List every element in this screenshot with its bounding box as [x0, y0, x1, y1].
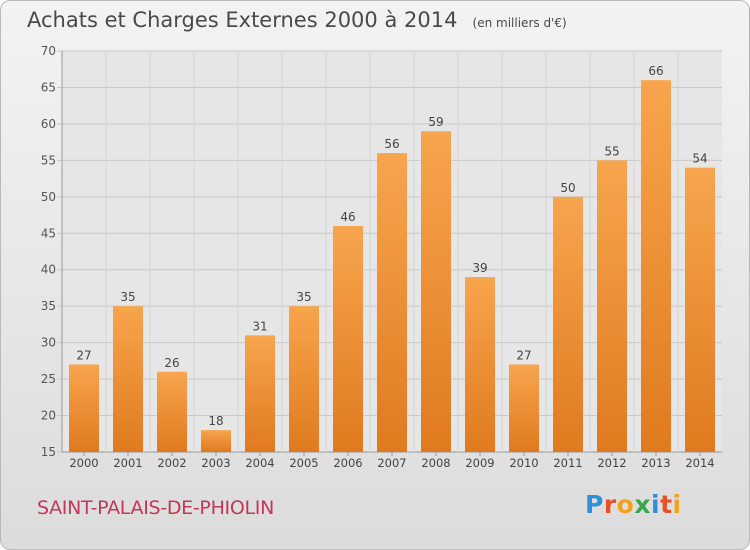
town-name: SAINT-PALAIS-DE-PHIOLIN — [37, 497, 275, 519]
logo-letter: o — [616, 490, 635, 519]
proxiti-logo: Proxiti — [585, 490, 682, 519]
chart-title-unit: (en milliers d'€) — [472, 16, 567, 30]
bar-value-label: 66 — [648, 64, 663, 78]
x-tick-label: 2002 — [157, 456, 186, 470]
bar-value-label: 27 — [516, 349, 531, 363]
y-tick-label: 25 — [41, 372, 56, 386]
logo-letter: P — [585, 490, 604, 519]
x-tick-label: 2011 — [553, 456, 582, 470]
bar-value-label: 50 — [560, 181, 575, 195]
bar-value-label: 56 — [384, 137, 399, 151]
x-tick-label: 2014 — [685, 456, 714, 470]
x-tick-label: 2009 — [465, 456, 494, 470]
y-tick-label: 70 — [41, 44, 56, 58]
bar — [553, 196, 583, 452]
bar-value-label: 35 — [296, 290, 311, 304]
bar-value-label: 54 — [692, 152, 707, 166]
logo-letter: i — [651, 490, 661, 519]
logo-letter: x — [634, 490, 651, 519]
logo-letter: t — [660, 490, 673, 519]
bar — [69, 364, 99, 452]
x-tick-label: 2012 — [597, 456, 626, 470]
x-tick-label: 2001 — [113, 456, 142, 470]
bar — [509, 364, 539, 452]
bar-value-label: 55 — [604, 144, 619, 158]
x-tick-label: 2005 — [289, 456, 318, 470]
y-tick-label: 35 — [41, 299, 56, 313]
y-tick-label: 50 — [41, 190, 56, 204]
bar — [113, 306, 143, 452]
y-tick-label: 15 — [41, 445, 56, 459]
chart-title: Achats et Charges Externes 2000 à 2014 (… — [27, 8, 567, 32]
x-tick-label: 2004 — [245, 456, 274, 470]
bar-value-label: 46 — [340, 210, 355, 224]
logo-letter: i — [672, 490, 682, 519]
y-tick-label: 60 — [41, 117, 56, 131]
y-tick-label: 65 — [41, 80, 56, 94]
bar — [377, 153, 407, 452]
bar — [421, 131, 451, 452]
bar-value-label: 59 — [428, 115, 443, 129]
y-tick-label: 30 — [41, 336, 56, 350]
bar — [333, 225, 363, 452]
x-tick-label: 2008 — [421, 456, 450, 470]
bar — [641, 80, 671, 452]
y-tick-label: 55 — [41, 153, 56, 167]
bar-value-label: 18 — [208, 414, 223, 428]
bar — [245, 335, 275, 452]
bar — [685, 167, 715, 452]
bar-value-label: 31 — [252, 319, 267, 333]
bar-value-label: 35 — [120, 290, 135, 304]
x-tick-label: 2007 — [377, 456, 406, 470]
chart-title-main: Achats et Charges Externes 2000 à 2014 — [27, 8, 458, 32]
bar — [201, 430, 231, 452]
y-tick-label: 20 — [41, 409, 56, 423]
y-tick-label: 40 — [41, 263, 56, 277]
logo-letter: r — [603, 490, 617, 519]
x-tick-label: 2010 — [509, 456, 538, 470]
x-tick-label: 2013 — [641, 456, 670, 470]
x-tick-label: 2003 — [201, 456, 230, 470]
x-tick-label: 2000 — [69, 456, 98, 470]
bar-value-label: 39 — [472, 261, 487, 275]
bar — [289, 306, 319, 452]
bar-value-label: 26 — [164, 356, 179, 370]
y-tick-label: 45 — [41, 226, 56, 240]
bar — [597, 160, 627, 452]
bar — [465, 277, 495, 452]
bar-value-label: 27 — [76, 349, 91, 363]
bar — [157, 371, 187, 452]
x-tick-label: 2006 — [333, 456, 362, 470]
